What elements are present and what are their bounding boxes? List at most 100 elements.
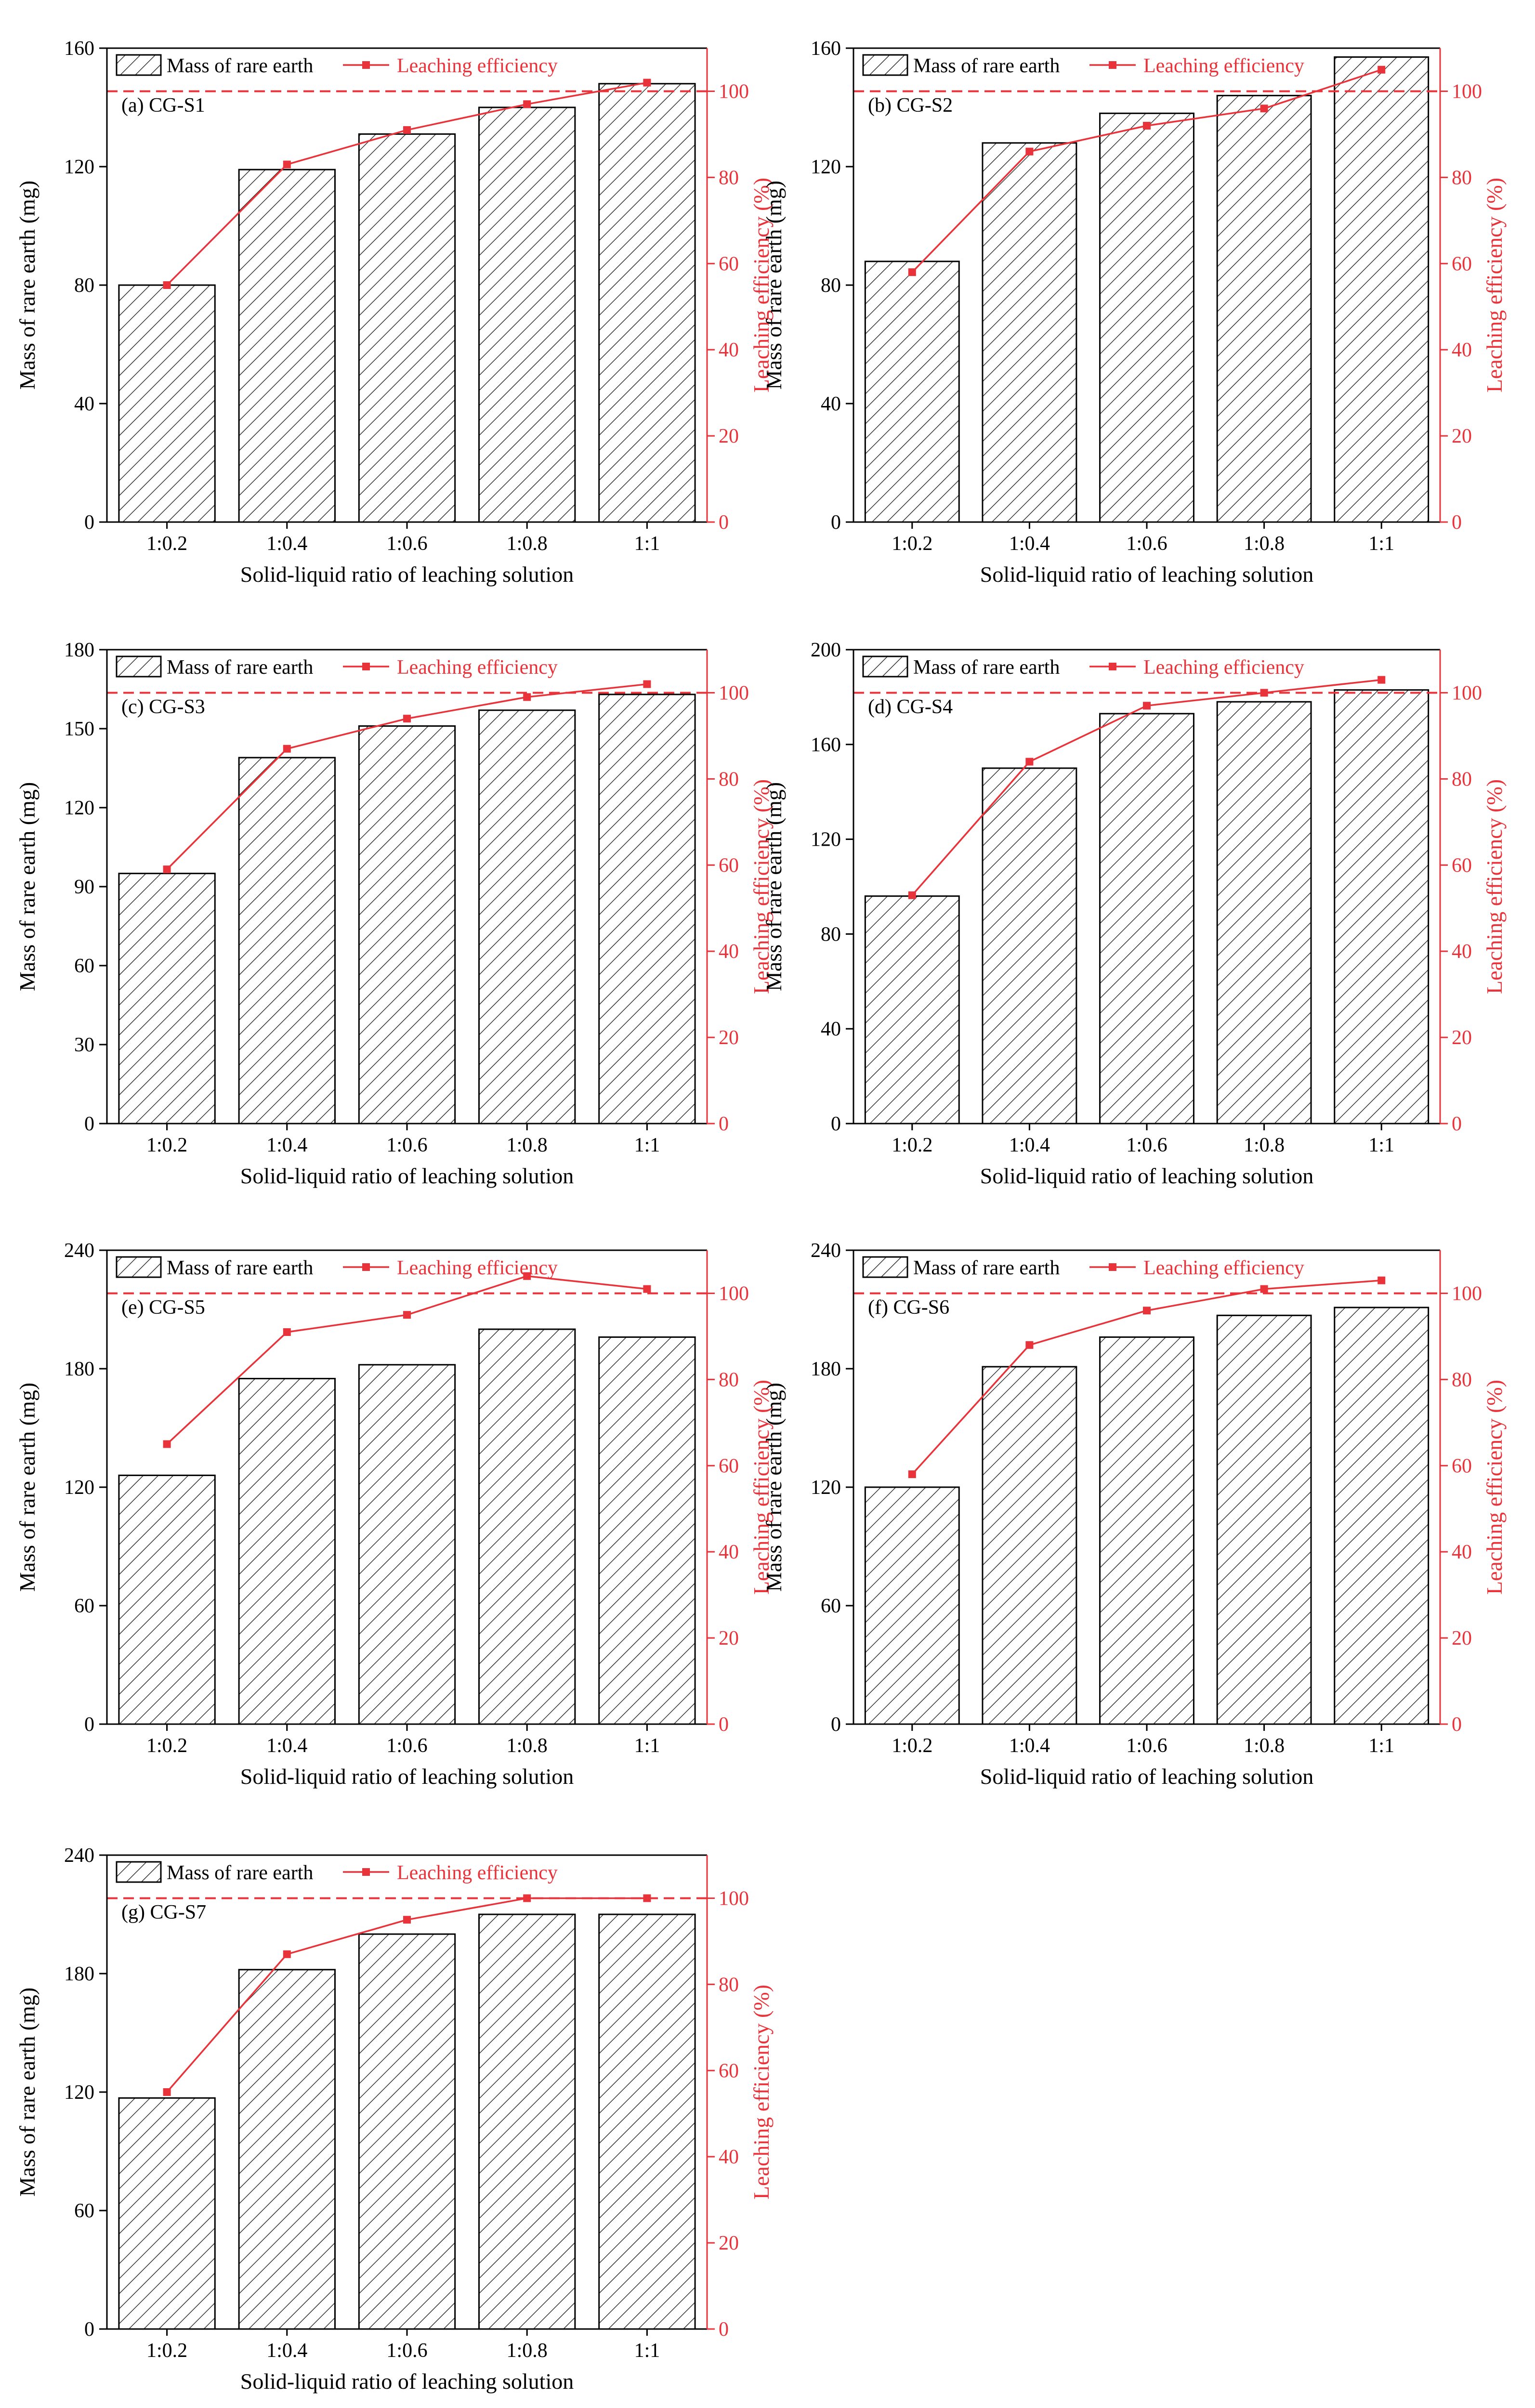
panel-label: (b) CG-S2 [868,94,953,117]
panel-label: (d) CG-S4 [868,696,953,718]
bar-2 [238,1378,336,1725]
x-axis-title: Solid-liquid ratio of leaching solution [980,1764,1313,1789]
efficiency-point-1 [163,281,171,289]
y2-tick-label: 60 [719,1455,739,1477]
y2-tick-label: 20 [719,425,739,447]
chart-panel-b: 0 40 80 120 160 0 20 40 60 80 100 1:0.2 1:0.4 1:0.6 1:… [761,38,1507,587]
y2-axis-title: Leaching efficiency (%) [749,779,774,994]
y-tick-label: 120 [64,2081,94,2104]
x-axis-title: Solid-liquid ratio of leaching solution [240,562,574,587]
y-axis-title: Mass of rare earth (mg) [761,782,786,991]
y-tick-label: 0 [84,511,94,534]
y-tick-label: 0 [84,2318,94,2341]
x-tick-label: 1:0.4 [266,2340,307,2362]
y-tick-label: 40 [821,393,841,415]
efficiency-point-1 [908,891,916,899]
legend-label-efficiency: Leaching efficiency [1143,656,1304,679]
y2-tick-label: 80 [719,167,739,189]
y2-axis-title: Leaching efficiency (%) [749,1380,774,1595]
y-tick-label: 240 [811,1240,841,1262]
y2-axis-title: Leaching efficiency (%) [1482,178,1507,393]
efficiency-point-1 [163,2088,171,2096]
efficiency-point-4 [523,1272,531,1280]
bar-3 [358,725,456,1125]
y-tick-label: 80 [74,275,94,297]
y2-tick-label: 40 [1452,1541,1472,1563]
efficiency-point-3 [403,715,411,723]
y2-tick-label: 20 [719,1027,739,1049]
y-tick-label: 120 [811,829,841,851]
y-tick-label: 180 [64,639,94,661]
legend-label-efficiency: Leaching efficiency [397,1257,558,1279]
bar-3 [358,133,456,523]
bar-2 [238,1969,336,2330]
y2-tick-label: 20 [1452,1627,1472,1649]
y2-tick-label: 80 [719,1369,739,1391]
efficiency-point-2 [283,1950,291,1958]
y2-tick-label: 100 [1452,1283,1482,1305]
y2-tick-label: 0 [719,511,729,534]
y-tick-label: 120 [811,156,841,178]
y2-tick-label: 60 [719,2060,739,2082]
y-axis-title: Mass of rare earth (mg) [761,181,786,390]
legend-swatch-bar [116,1256,162,1278]
y-tick-label: 80 [821,275,841,297]
x-tick-label: 1:0.8 [507,533,548,555]
panel-label: (f) CG-S6 [868,1296,949,1319]
y-tick-label: 90 [74,876,94,898]
chart-panel-a: 0 40 80 120 160 0 20 40 60 80 100 1:0.2 1:0.4 1:0.6 1:… [15,38,774,587]
x-tick-label: 1:0.4 [266,1134,307,1156]
bar-5 [598,1336,696,1725]
y2-tick-label: 20 [719,2232,739,2254]
efficiency-point-2 [1025,1341,1034,1349]
legend-swatch-point [1109,663,1116,670]
panel-label: (c) CG-S3 [121,696,205,718]
efficiency-point-1 [163,1440,171,1448]
bar-1 [118,873,216,1125]
efficiency-point-1 [908,1470,916,1479]
y-tick-label: 0 [84,1714,94,1736]
y2-tick-label: 60 [719,253,739,275]
y-tick-label: 150 [64,718,94,740]
y2-tick-label: 0 [1452,1113,1462,1135]
bar-1 [118,1474,216,1725]
y-tick-label: 0 [84,1113,94,1135]
bar-5 [1334,689,1430,1125]
legend-label-mass: Mass of rare earth [167,656,313,679]
y2-tick-label: 20 [719,1627,739,1649]
x-tick-label: 1:0.4 [1009,533,1050,555]
bar-1 [864,1486,960,1725]
x-tick-label: 1:0.8 [507,1735,548,1757]
bar-2 [238,757,336,1125]
legend-swatch-bar [116,1861,162,1883]
x-tick-label: 1:0.6 [1126,1735,1167,1757]
bar-3 [1099,112,1194,523]
y-tick-label: 120 [811,1477,841,1499]
legend-swatch-bar [862,54,908,76]
y2-tick-label: 0 [719,2318,729,2341]
y2-tick-label: 60 [1452,854,1472,877]
y-axis-title: Mass of rare earth (mg) [761,1383,786,1592]
legend-swatch-point [1109,1263,1116,1271]
efficiency-point-5 [1378,676,1386,684]
y2-tick-label: 80 [1452,167,1472,189]
x-axis-title: Solid-liquid ratio of leaching solution [240,1764,574,1789]
y2-tick-label: 80 [1452,768,1472,790]
x-tick-label: 1:0.4 [266,1735,307,1757]
y2-tick-label: 100 [719,682,749,704]
legend-label-efficiency: Leaching efficiency [397,55,558,77]
efficiency-point-2 [283,745,291,753]
y-tick-label: 80 [821,923,841,945]
x-tick-label: 1:0.2 [892,1134,932,1156]
x-tick-label: 1:0.2 [146,533,187,555]
bar-4 [478,1328,576,1725]
y2-tick-label: 40 [1452,339,1472,361]
legend-label-efficiency: Leaching efficiency [1143,1257,1304,1279]
bar-5 [1334,1307,1430,1725]
y-tick-label: 30 [74,1034,94,1056]
legend-swatch-bar [116,54,162,76]
legend-swatch-point [362,61,370,69]
efficiency-point-2 [1025,147,1034,156]
y2-tick-label: 40 [719,339,739,361]
bar-3 [1099,713,1194,1125]
